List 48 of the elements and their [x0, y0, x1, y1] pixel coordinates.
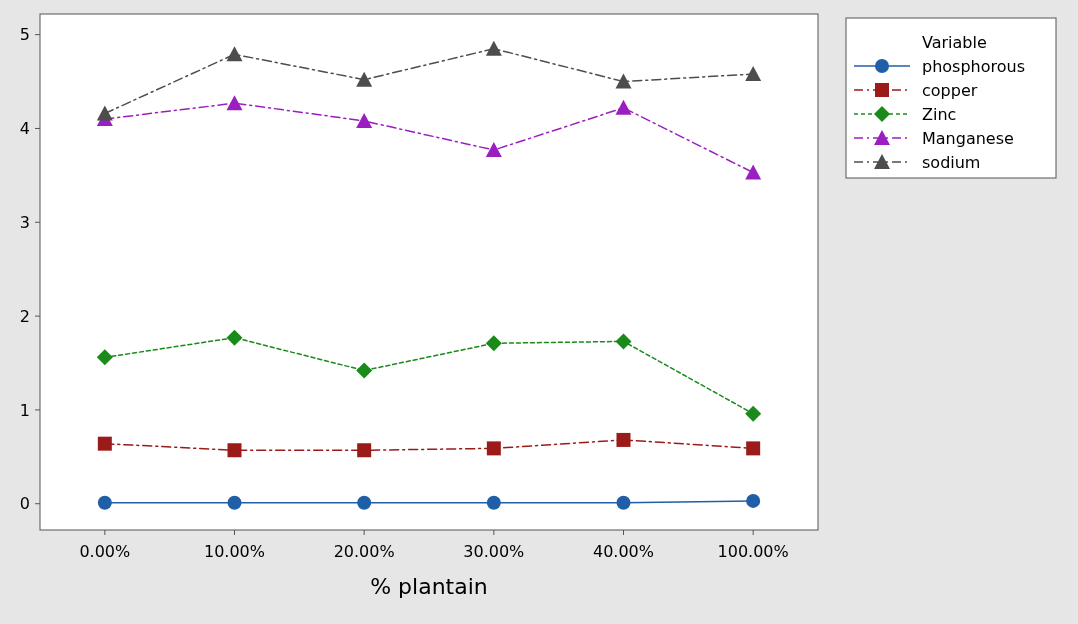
- point: [746, 441, 761, 456]
- point: [746, 493, 761, 508]
- y-tick-label: 3: [19, 212, 30, 232]
- point: [745, 66, 762, 82]
- point: [97, 436, 112, 451]
- legend-label: sodium: [922, 152, 981, 172]
- point: [357, 443, 372, 458]
- x-tick-label: 100.00%: [717, 542, 789, 561]
- x-tick-label: 20.00%: [333, 542, 395, 561]
- y-tick-label: 1: [19, 400, 30, 420]
- y-tick-label: 2: [19, 306, 30, 326]
- point: [356, 362, 373, 379]
- point: [745, 405, 762, 422]
- point: [616, 495, 631, 510]
- point: [97, 495, 112, 510]
- point: [486, 441, 501, 456]
- legend-label: phosphorous: [922, 56, 1025, 76]
- point: [96, 349, 113, 366]
- point: [745, 164, 762, 180]
- y-tick-label: 5: [19, 25, 30, 45]
- legend-label: copper: [922, 80, 978, 100]
- x-tick-label: 30.00%: [463, 542, 525, 561]
- point: [96, 105, 113, 121]
- x-tick-label: 10.00%: [203, 542, 266, 561]
- point: [356, 71, 373, 87]
- legend-label: Zinc: [922, 104, 957, 124]
- legend-label: Manganese: [922, 128, 1014, 148]
- point: [356, 112, 373, 128]
- y-tick-label: 0: [19, 494, 30, 514]
- point: [227, 495, 242, 510]
- point: [486, 495, 501, 510]
- point: [227, 443, 242, 458]
- x-tick-label: 0.00%: [79, 542, 131, 561]
- point: [357, 495, 372, 510]
- point: [485, 40, 502, 56]
- x-axis-title: % plantain: [370, 574, 488, 599]
- point: [485, 142, 502, 158]
- point: [615, 99, 632, 115]
- legend-title: Variable: [922, 33, 987, 52]
- point: [226, 95, 243, 111]
- point: [226, 46, 243, 62]
- y-tick-label: 4: [19, 119, 30, 139]
- x-tick-label: 40.00%: [592, 542, 655, 561]
- point: [226, 329, 243, 346]
- point: [616, 432, 631, 447]
- point: [615, 73, 632, 89]
- point: [485, 335, 502, 352]
- point: [615, 333, 632, 350]
